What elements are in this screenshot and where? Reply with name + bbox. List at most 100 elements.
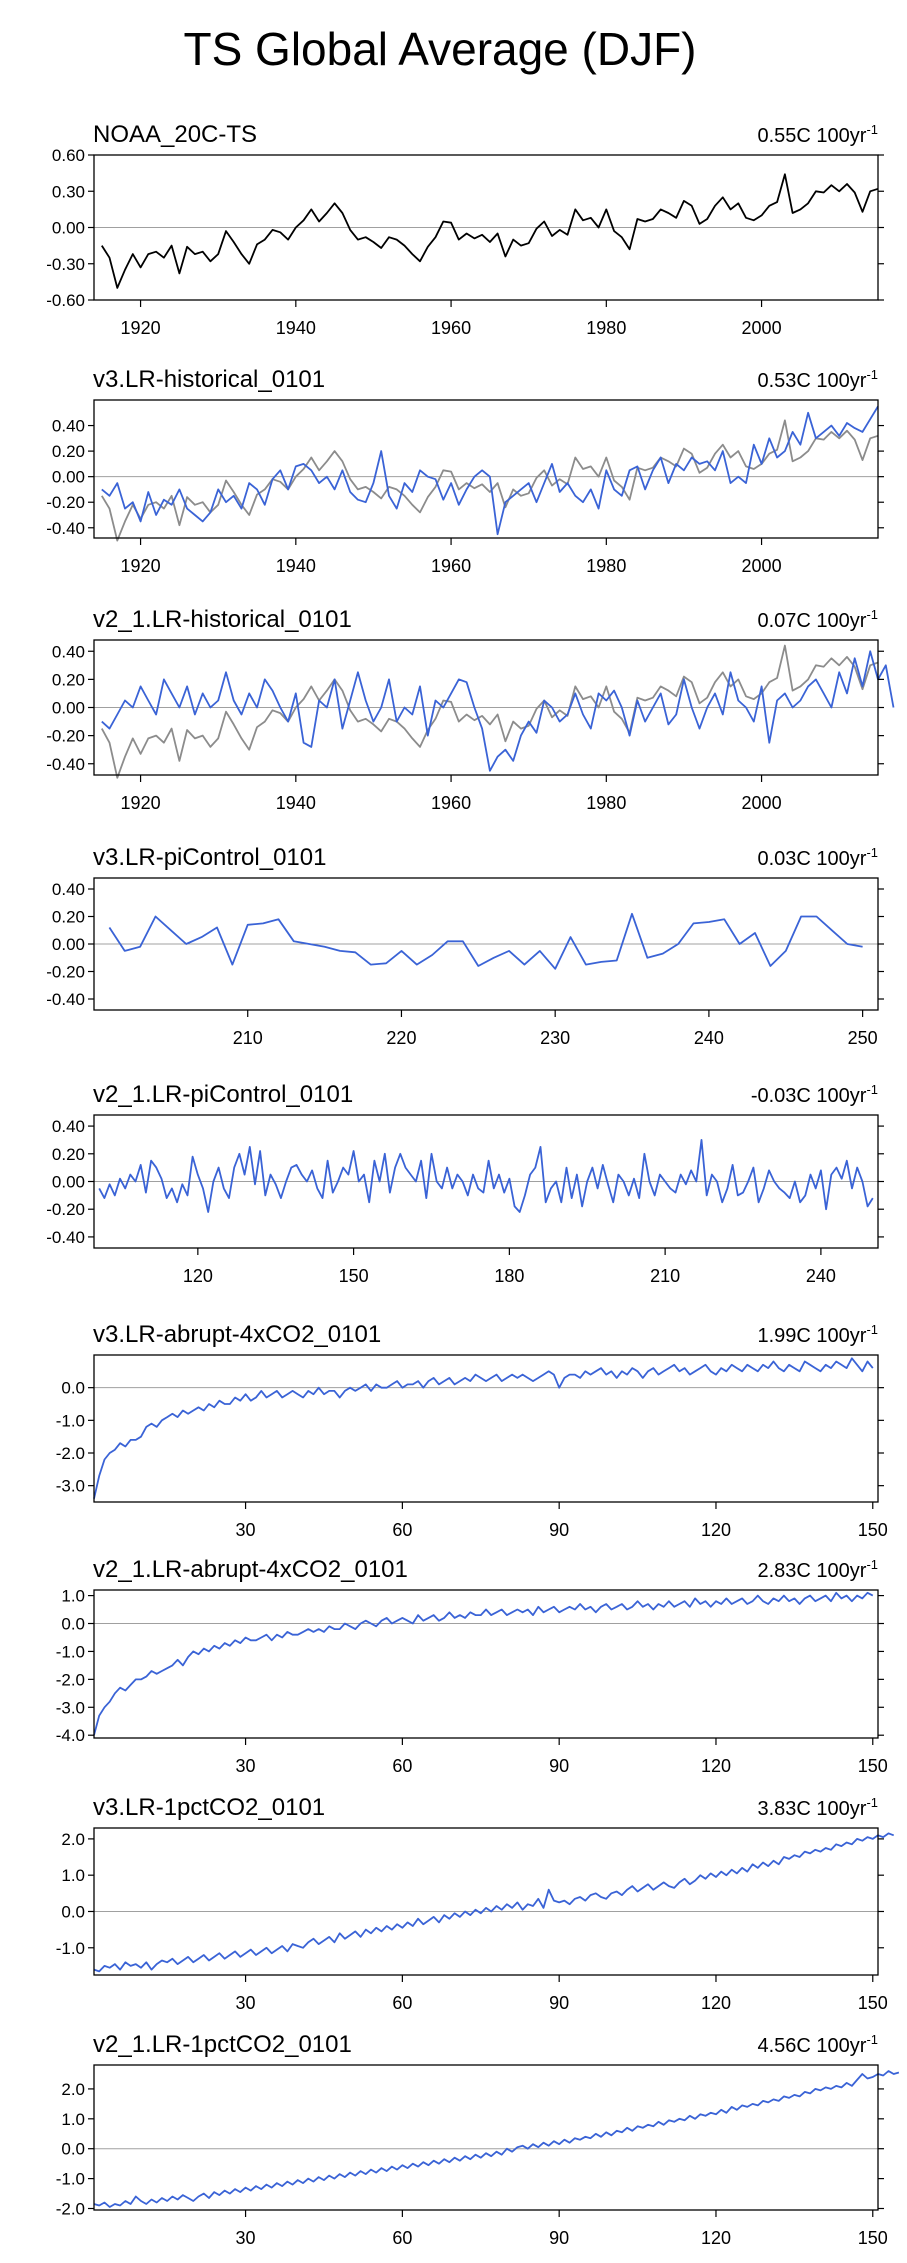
y-tick-label: 0.00 <box>52 935 85 954</box>
x-tick-label: 90 <box>549 1993 569 2013</box>
panel-8: v3.LR-1pctCO2_0101 3.83C 100yr-1 -1.0 0.0 1.… <box>56 1794 895 2013</box>
series-line-v3-lr-historical-0101 <box>101 405 879 536</box>
y-tick-label: 0.40 <box>52 880 85 899</box>
series-line-noaa-20c-ts <box>101 644 879 779</box>
trend-label: -0.03C 100yr-1 <box>751 1082 878 1107</box>
y-tick-label: -1.0 <box>56 1642 85 1661</box>
y-tick-label: 0.0 <box>61 1902 85 1921</box>
y-tick-label: -0.20 <box>46 1200 85 1219</box>
x-tick-label: 240 <box>694 1028 724 1048</box>
x-tick-label: 1960 <box>431 793 471 813</box>
trend-label: 0.53C 100yr-1 <box>757 367 878 392</box>
x-tick-label: 1980 <box>586 793 626 813</box>
x-tick-label: 60 <box>392 1756 412 1776</box>
x-tick-label: 1940 <box>276 556 316 576</box>
x-tick-label: 210 <box>233 1028 263 1048</box>
x-tick-label: 250 <box>848 1028 878 1048</box>
y-tick-label: 1.0 <box>61 2110 85 2129</box>
y-tick-label: 0.40 <box>52 642 85 661</box>
x-tick-label: 1920 <box>121 793 161 813</box>
series-line-v2-1-lr-historical-0101 <box>101 650 895 772</box>
y-tick-label: 2.0 <box>61 1830 85 1849</box>
y-tick-label: 0.0 <box>61 2140 85 2159</box>
y-tick-label: 2.0 <box>61 2080 85 2099</box>
y-tick-label: -0.20 <box>46 493 85 512</box>
x-tick-label: 60 <box>392 1993 412 2013</box>
x-tick-label: 220 <box>386 1028 416 1048</box>
y-tick-label: -3.0 <box>56 1698 85 1717</box>
trend-label: 2.83C 100yr-1 <box>757 1557 878 1582</box>
y-tick-label: -3.0 <box>56 1477 85 1496</box>
x-tick-label: 150 <box>858 1756 888 1776</box>
x-tick-label: 90 <box>549 1520 569 1540</box>
y-tick-label: 0.0 <box>61 1379 85 1398</box>
x-tick-label: 2000 <box>742 318 782 338</box>
y-tick-label: -2.0 <box>56 1670 85 1689</box>
y-tick-label: 0.40 <box>52 417 85 436</box>
trend-label: 0.03C 100yr-1 <box>757 845 878 870</box>
x-tick-label: 60 <box>392 2228 412 2248</box>
plot-frame <box>93 1827 879 1976</box>
panel-title: v3.LR-1pctCO2_0101 <box>93 1794 325 1821</box>
trend-label: 0.55C 100yr-1 <box>757 122 878 147</box>
panels: NOAA_20C-TS 0.55C 100yr-1 -0.60 -0.30 0.00 0.… <box>46 121 900 2248</box>
y-tick-label: -0.20 <box>46 727 85 746</box>
panel-title: v2_1.LR-piControl_0101 <box>93 1081 353 1108</box>
y-tick-label: 1.0 <box>61 1866 85 1885</box>
panel-3: v2_1.LR-historical_0101 0.07C 100yr-1 -0.4… <box>46 606 895 813</box>
y-tick-label: -0.30 <box>46 255 85 274</box>
x-tick-label: 1920 <box>121 318 161 338</box>
panel-title: v3.LR-piControl_0101 <box>93 844 326 871</box>
y-tick-label: -0.60 <box>46 291 85 310</box>
trend-label: 1.99C 100yr-1 <box>757 1322 878 1347</box>
y-tick-label: -0.40 <box>46 755 85 774</box>
x-tick-label: 1960 <box>431 556 471 576</box>
x-tick-label: 2000 <box>742 793 782 813</box>
series-line-noaa-20c-ts <box>101 173 879 289</box>
y-tick-label: -0.40 <box>46 990 85 1009</box>
x-tick-label: 1940 <box>276 318 316 338</box>
x-tick-label: 90 <box>549 2228 569 2248</box>
y-tick-label: 0.20 <box>52 1145 85 1164</box>
figure-title: TS Global Average (DJF) <box>183 23 696 75</box>
y-tick-label: -1.0 <box>56 1411 85 1430</box>
x-tick-label: 150 <box>339 1266 369 1286</box>
y-tick-label: 0.00 <box>52 219 85 238</box>
x-tick-label: 120 <box>183 1266 213 1286</box>
y-tick-label: -1.0 <box>56 2170 85 2189</box>
x-tick-label: 1920 <box>121 556 161 576</box>
x-tick-label: 120 <box>701 1993 731 2013</box>
x-tick-label: 60 <box>392 1520 412 1540</box>
panel-1: NOAA_20C-TS 0.55C 100yr-1 -0.60 -0.30 0.00 0.… <box>46 121 884 338</box>
y-tick-label: -0.40 <box>46 519 85 538</box>
y-tick-label: 0.00 <box>52 1173 85 1192</box>
panel-6: v3.LR-abrupt-4xCO2_0101 1.99C 100yr-1 -3.0… <box>56 1321 888 1540</box>
y-tick-label: -2.0 <box>56 1444 85 1463</box>
series-line-v3-lr-picontrol-0101 <box>108 912 863 970</box>
y-tick-label: -0.20 <box>46 963 85 982</box>
y-tick-label: 0.00 <box>52 468 85 487</box>
plot-frame <box>93 399 879 539</box>
panel-2: v3.LR-historical_0101 0.53C 100yr-1 -0.40 -… <box>46 366 884 576</box>
trend-label: 0.07C 100yr-1 <box>757 607 878 632</box>
series-line-v2-1-lr-abrupt-4xco2-0101 <box>93 1591 874 1736</box>
x-tick-label: 150 <box>858 2228 888 2248</box>
panel-7: v2_1.LR-abrupt-4xCO2_0101 2.83C 100yr-1 -4… <box>56 1556 888 1776</box>
x-tick-label: 1980 <box>586 318 626 338</box>
y-tick-label: 0.20 <box>52 670 85 689</box>
panel-title: v2_1.LR-1pctCO2_0101 <box>93 2031 352 2058</box>
x-tick-label: 120 <box>701 1520 731 1540</box>
x-tick-label: 30 <box>236 1756 256 1776</box>
y-tick-label: 0.00 <box>52 699 85 718</box>
y-tick-label: 0.20 <box>52 908 85 927</box>
panel-5: v2_1.LR-piControl_0101 -0.03C 100yr-1 -0.4… <box>46 1081 884 1286</box>
panel-title: v2_1.LR-historical_0101 <box>93 606 352 633</box>
panel-title: v3.LR-historical_0101 <box>93 366 325 393</box>
x-tick-label: 180 <box>494 1266 524 1286</box>
series-line-v3-lr-1pctco2-0101 <box>93 1832 895 1973</box>
panel-title: NOAA_20C-TS <box>93 121 257 148</box>
x-tick-label: 230 <box>540 1028 570 1048</box>
y-tick-label: -4.0 <box>56 1726 85 1745</box>
panel-title: v3.LR-abrupt-4xCO2_0101 <box>93 1321 381 1348</box>
